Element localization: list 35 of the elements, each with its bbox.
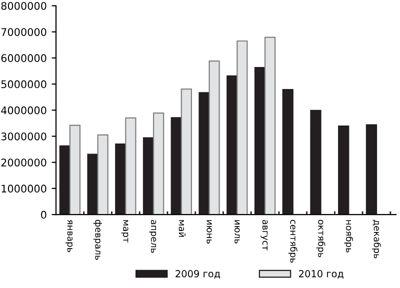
x-tick-label: ноябрь (344, 220, 354, 252)
bar (125, 117, 136, 215)
y-tick-label: 8000000 (1, 2, 46, 10)
bar (310, 110, 322, 215)
y-tick-label: 0 (41, 210, 46, 219)
y-tick-label: 3000000 (1, 132, 46, 140)
y-tick-label: 4000000 (1, 106, 46, 114)
y-tick-label: 2000000 (1, 158, 46, 166)
bar (282, 88, 294, 215)
x-tick-label: июнь (206, 220, 212, 244)
x-tick-label: март (121, 220, 128, 242)
x-tick-label: май (178, 220, 186, 237)
x-tick-label: январь (66, 220, 72, 252)
y-tick-label: 1000000 (2, 184, 46, 193)
bar (208, 60, 220, 215)
x-tick-label: октябрь (316, 220, 326, 258)
y-tick-label: 5000000 (1, 80, 46, 88)
x-tick-label: февраль (93, 220, 102, 260)
x-tick-label: июль (234, 220, 240, 244)
bar (180, 88, 192, 215)
x-tick-label: декабрь (372, 220, 381, 258)
y-tick-label: 7000000 (1, 28, 46, 36)
x-tick-label: август (260, 220, 268, 250)
bar (366, 124, 378, 215)
legend-label: 2010 год (299, 270, 344, 279)
bar (97, 134, 108, 215)
legend-label: 2009 год (176, 270, 220, 279)
x-tick-label: сентябрь (288, 220, 298, 263)
bar (338, 126, 350, 215)
y-tick-label: 6000000 (1, 54, 46, 62)
bar (152, 112, 164, 215)
bar (69, 124, 81, 215)
bar (264, 36, 276, 215)
x-tick-label: апрель (149, 220, 156, 253)
bar (236, 40, 248, 215)
